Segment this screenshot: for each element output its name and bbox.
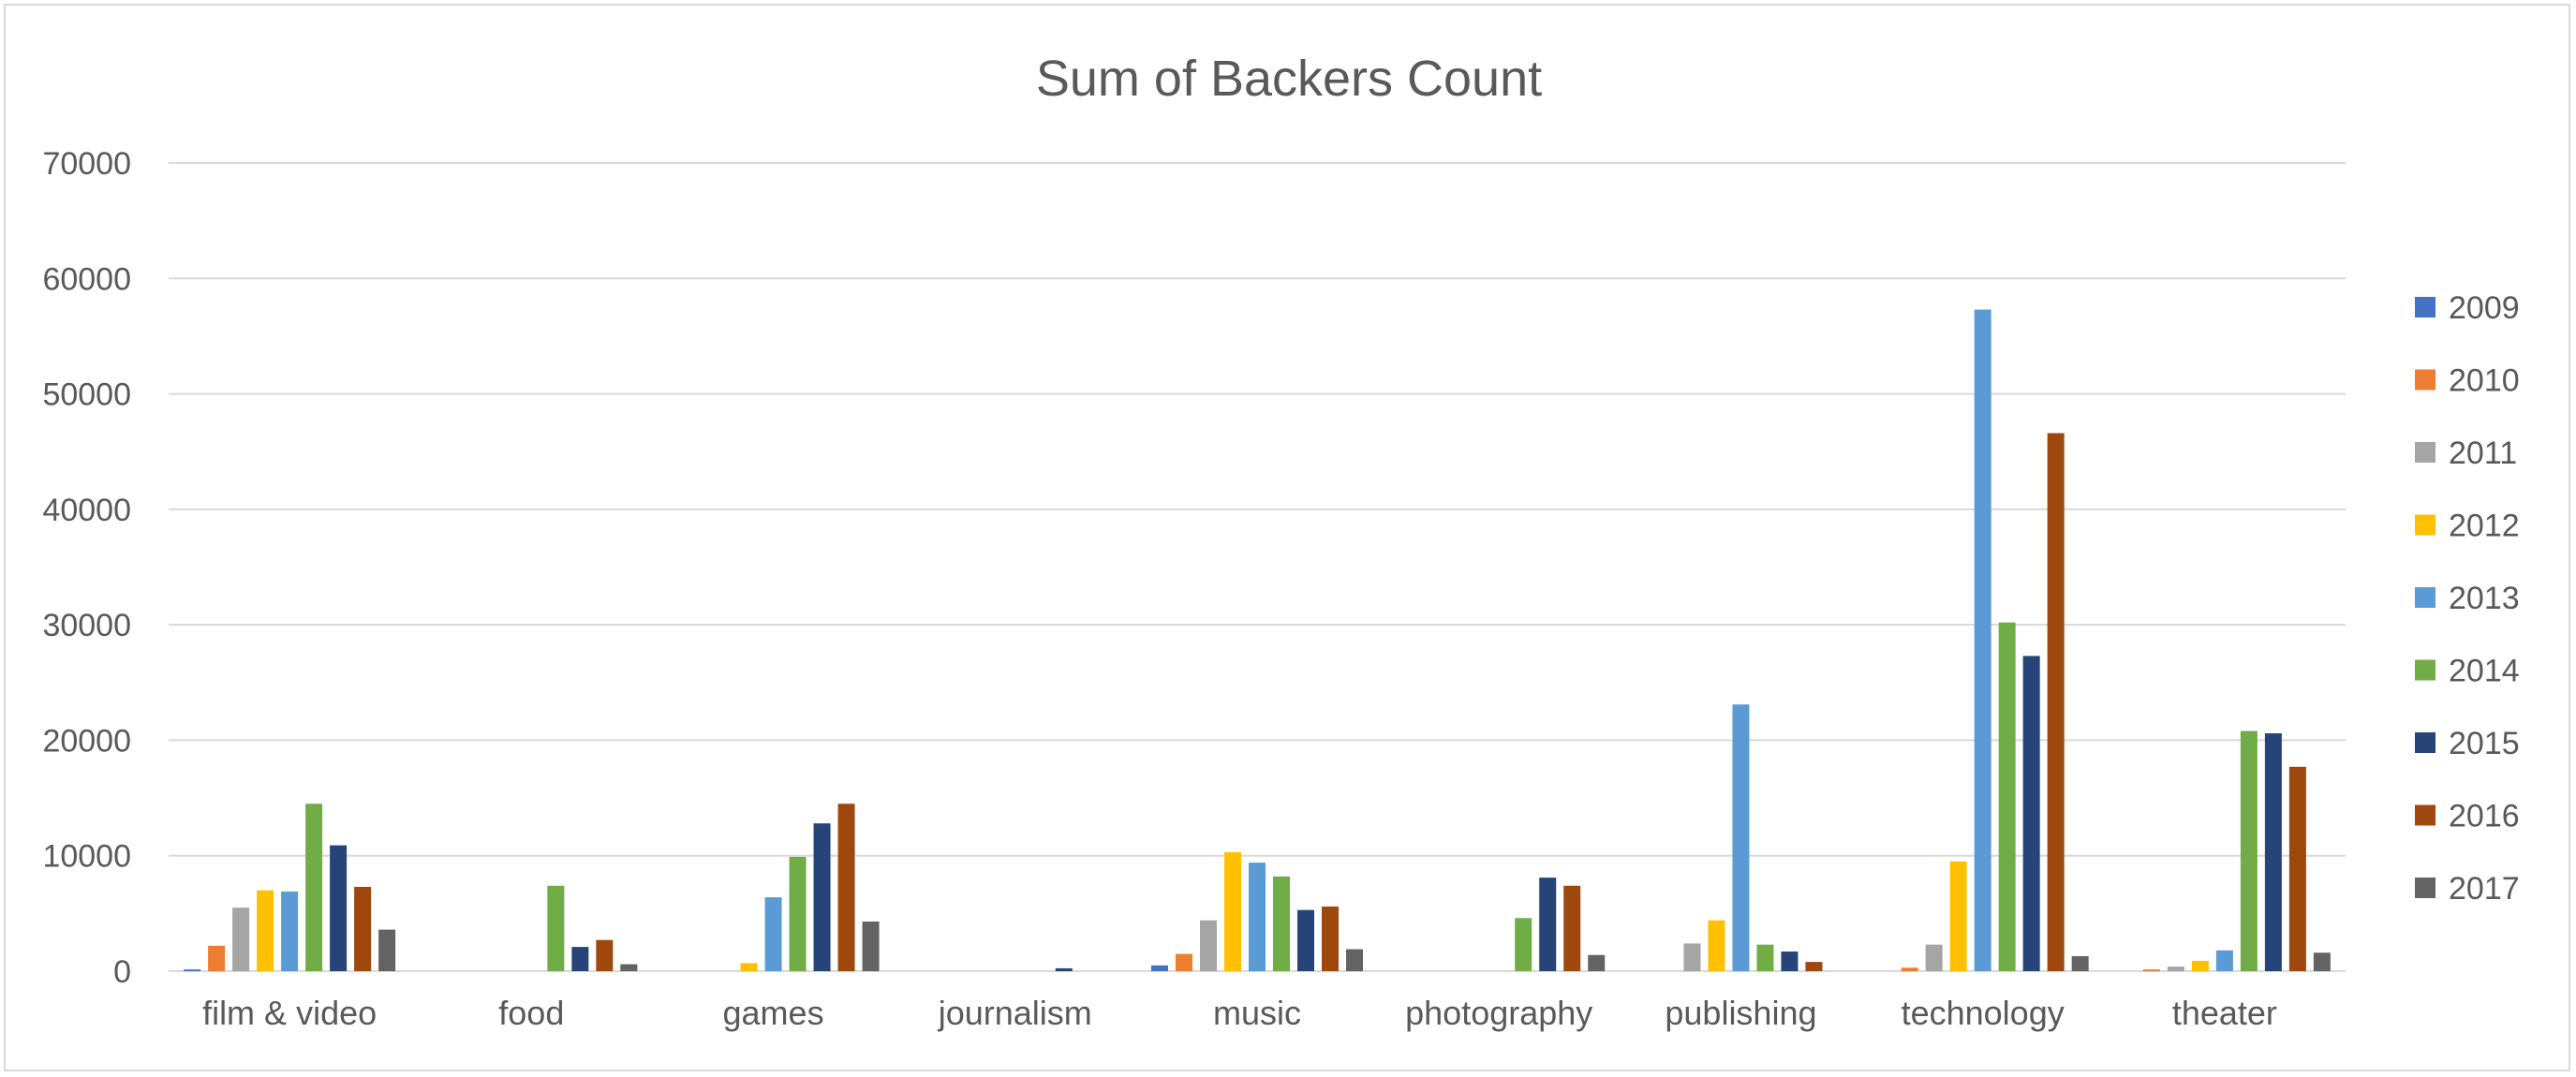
bar-2011-7 <box>1925 944 1943 971</box>
legend-label-2011: 2011 <box>2449 435 2517 471</box>
bar-2015-8 <box>2264 733 2282 971</box>
bar-2017-2 <box>862 921 880 971</box>
legend-label-2015: 2015 <box>2449 726 2520 761</box>
bar-2015-7 <box>2022 656 2040 971</box>
bar-2017-7 <box>2071 955 2089 971</box>
bar-2009-0 <box>184 969 201 971</box>
y-tick-label: 20000 <box>42 723 131 759</box>
legend: 2009 2010 2011 2012 2013 2014 2015 2016 2017 <box>2415 290 2520 907</box>
bar-2014-4 <box>1273 876 1290 971</box>
bar-2014-2 <box>789 856 807 971</box>
legend-swatch-2017 <box>2415 878 2435 898</box>
bar-2011-0 <box>232 907 250 971</box>
bar-2017-5 <box>1588 954 1606 971</box>
bar-2014-8 <box>2240 730 2258 971</box>
bar-2015-5 <box>1539 878 1557 971</box>
x-category-label: food <box>498 994 564 1032</box>
bar-2014-6 <box>1756 944 1774 971</box>
legend-swatch-2009 <box>2415 297 2435 317</box>
x-category-label: music <box>1213 994 1301 1032</box>
bar-2014-1 <box>547 885 565 971</box>
bar-2015-4 <box>1297 909 1314 971</box>
x-category-label: technology <box>1902 994 2065 1032</box>
legend-swatch-2011 <box>2415 442 2435 463</box>
bar-2014-7 <box>1998 622 2016 971</box>
bar-2014-0 <box>305 804 323 971</box>
legend-swatch-2012 <box>2415 514 2435 536</box>
chart-svg: Sum of Backers Count 0 10000 20000 30000 400… <box>42 51 2520 1032</box>
y-tick-label: 60000 <box>42 261 131 297</box>
bar-2009-4 <box>1151 965 1168 971</box>
chart-frame: Sum of Backers Count 0 10000 20000 30000 400… <box>4 4 2570 1071</box>
x-category-label: photography <box>1405 994 1592 1032</box>
x-category-label: journalism <box>938 994 1092 1032</box>
y-tick-label: 70000 <box>42 146 131 182</box>
bar-2015-2 <box>813 823 831 971</box>
legend-label-2016: 2016 <box>2449 799 2520 834</box>
bar-2017-4 <box>1346 949 1363 971</box>
bar-2016-6 <box>1805 962 1823 971</box>
bar-2012-4 <box>1224 852 1241 971</box>
bar-2017-0 <box>378 929 396 971</box>
bar-2012-6 <box>1708 920 1725 971</box>
y-tick-label: 40000 <box>42 493 131 528</box>
legend-label-2014: 2014 <box>2449 654 2520 689</box>
bar-2010-8 <box>2142 969 2160 971</box>
bar-2016-1 <box>596 939 614 971</box>
legend-swatch-2014 <box>2415 659 2435 681</box>
x-category-label: games <box>723 994 824 1032</box>
bar-2014-5 <box>1515 918 1532 971</box>
bar-2013-7 <box>1974 309 1991 971</box>
bars <box>184 309 2331 971</box>
bar-2015-6 <box>1781 952 1799 971</box>
bar-2010-4 <box>1176 953 1192 971</box>
y-axis-labels: 0 10000 20000 30000 40000 50000 60000 70000 <box>42 146 131 990</box>
bar-2011-8 <box>2167 966 2184 971</box>
bar-2010-0 <box>208 945 226 971</box>
bar-2013-0 <box>281 891 299 971</box>
legend-swatch-2015 <box>2415 732 2435 753</box>
x-category-label: publishing <box>1665 994 1816 1032</box>
x-category-label: film & video <box>202 994 377 1032</box>
y-tick-label: 50000 <box>42 377 131 413</box>
x-category-label: theater <box>2172 994 2277 1032</box>
bar-2010-7 <box>1901 967 1918 971</box>
chart-title: Sum of Backers Count <box>1036 51 1542 107</box>
bar-2013-6 <box>1732 704 1750 971</box>
bar-2016-5 <box>1563 885 1581 971</box>
bar-2015-3 <box>1055 967 1073 971</box>
bar-2017-8 <box>2313 952 2331 971</box>
legend-label-2012: 2012 <box>2449 509 2520 544</box>
bar-2012-0 <box>257 890 274 971</box>
y-tick-label: 10000 <box>42 839 131 875</box>
legend-swatch-2016 <box>2415 804 2435 826</box>
legend-label-2009: 2009 <box>2449 290 2520 326</box>
bar-2012-7 <box>1949 861 1967 971</box>
bar-2015-1 <box>571 947 589 971</box>
y-tick-label: 30000 <box>42 608 131 643</box>
bar-2016-7 <box>2047 433 2065 971</box>
bar-2017-1 <box>620 964 638 971</box>
legend-label-2013: 2013 <box>2449 581 2520 616</box>
x-axis-labels: film & video food games journalism music phot… <box>202 994 2277 1032</box>
bar-2012-2 <box>740 963 758 971</box>
legend-label-2010: 2010 <box>2449 363 2520 399</box>
bar-2016-0 <box>354 887 372 971</box>
bar-2013-8 <box>2215 950 2233 971</box>
legend-swatch-2010 <box>2415 369 2435 391</box>
bar-2013-4 <box>1249 863 1266 971</box>
legend-label-2017: 2017 <box>2449 871 2520 907</box>
bar-2015-0 <box>330 845 348 971</box>
gridlines <box>169 162 2346 972</box>
bar-2016-2 <box>837 804 855 971</box>
bar-2011-6 <box>1683 943 1701 971</box>
legend-swatch-2013 <box>2415 587 2435 608</box>
bar-2011-4 <box>1200 920 1217 971</box>
bar-2016-8 <box>2288 766 2306 971</box>
bar-2013-2 <box>764 897 782 971</box>
bar-2012-8 <box>2191 960 2209 971</box>
bar-2016-4 <box>1322 906 1339 971</box>
y-tick-label: 0 <box>113 954 131 990</box>
